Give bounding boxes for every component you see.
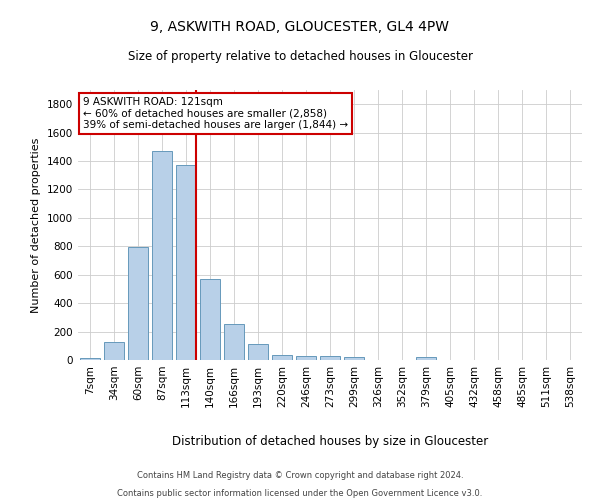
Text: 9 ASKWITH ROAD: 121sqm
← 60% of detached houses are smaller (2,858)
39% of semi-: 9 ASKWITH ROAD: 121sqm ← 60% of detached… (83, 97, 348, 130)
Bar (344, 358, 364, 360)
Bar (200, 279, 220, 360)
Text: 9, ASKWITH ROAD, GLOUCESTER, GL4 4PW: 9, ASKWITH ROAD, GLOUCESTER, GL4 4PW (151, 20, 449, 34)
Bar (416, 357, 436, 360)
Bar (224, 324, 244, 360)
Bar (80, 358, 100, 360)
Bar (320, 356, 340, 360)
Text: Distribution of detached houses by size in Gloucester: Distribution of detached houses by size … (172, 435, 488, 448)
Bar (104, 342, 124, 360)
Bar (248, 344, 268, 360)
Text: Contains HM Land Registry data © Crown copyright and database right 2024.: Contains HM Land Registry data © Crown c… (137, 471, 463, 480)
Y-axis label: Number of detached properties: Number of detached properties (31, 138, 41, 312)
Bar (272, 354, 292, 360)
Bar (128, 247, 148, 360)
Bar (176, 164, 196, 360)
Text: Size of property relative to detached houses in Gloucester: Size of property relative to detached ho… (128, 50, 473, 63)
Text: Contains public sector information licensed under the Open Government Licence v3: Contains public sector information licen… (118, 488, 482, 498)
Bar (296, 356, 316, 360)
Bar (152, 151, 172, 360)
